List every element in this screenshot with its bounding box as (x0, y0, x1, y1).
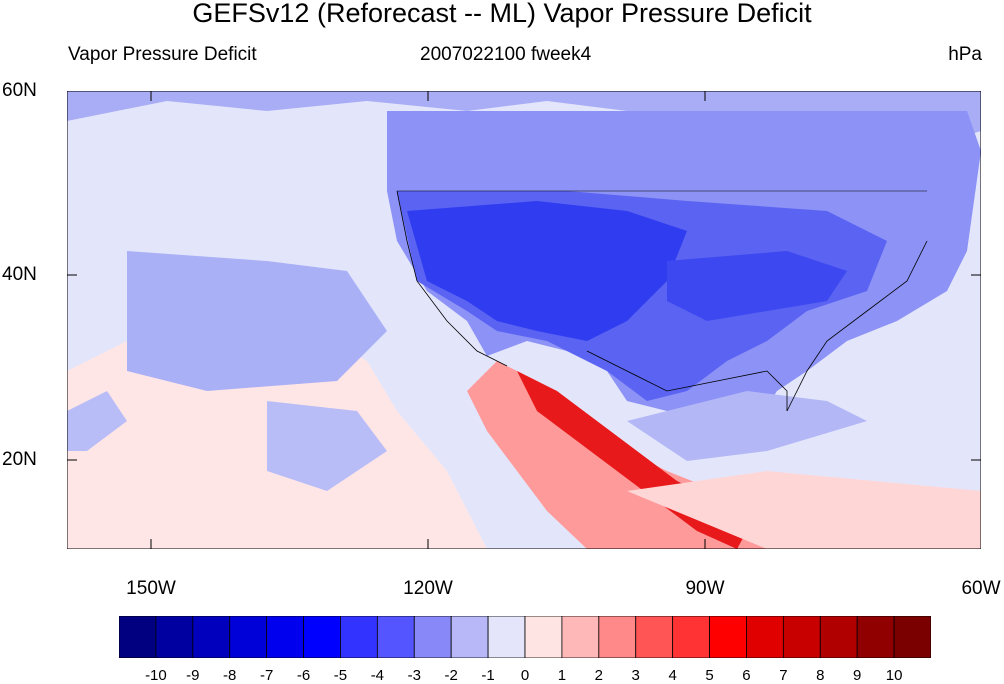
colorbar-box (746, 616, 784, 658)
lat-label-40n: 40N (2, 264, 37, 285)
colorbar-box (524, 616, 563, 658)
colorbar-label: 3 (631, 667, 640, 684)
colorbar-box (598, 616, 637, 658)
caribbean-warm (627, 471, 981, 549)
colorbar-label: -10 (145, 667, 167, 684)
colorbar-box (856, 616, 895, 658)
colorbar-label: 5 (705, 667, 714, 684)
map-ticks (67, 91, 981, 549)
colorbar-box (119, 616, 157, 658)
colorbar-box (192, 616, 231, 658)
gulf-coast-line (586, 350, 788, 411)
colorbar-box (413, 616, 452, 658)
colorbar-label: -9 (186, 667, 200, 684)
lon-label-90w: 90W (685, 578, 725, 599)
land-deep-blue-east (667, 251, 847, 321)
colorbar-label: 8 (816, 667, 825, 684)
colorbar-label: 4 (668, 667, 677, 684)
colorbar-label: 9 (853, 667, 862, 684)
colorbar-label: 7 (779, 667, 788, 684)
lon-label-60w: 60W (961, 578, 1001, 599)
chart-title: GEFSv12 (Reforecast -- ML) Vapor Pressur… (192, 0, 812, 28)
colorbar-box (782, 616, 821, 658)
lon-label-120w: 120W (403, 578, 453, 599)
colorbar-label: -8 (223, 667, 237, 684)
colorbar (119, 616, 931, 658)
pacific-blue-patch (127, 251, 387, 391)
colorbar-label: -2 (444, 667, 458, 684)
colorbar-box (709, 616, 747, 658)
west-coast-line (396, 190, 508, 367)
colorbar-box (340, 616, 378, 658)
colorbar-label: -1 (481, 667, 495, 684)
colorbar-box (229, 616, 268, 658)
colorbar-label: -5 (333, 667, 348, 684)
colorbar-box (561, 616, 600, 658)
colorbar-box (266, 616, 304, 658)
colorbar-box (672, 616, 710, 658)
colorbar-box (303, 616, 341, 658)
colorbar-label: 10 (885, 667, 903, 684)
lat-label-20n: 20N (2, 449, 37, 470)
colorbar-label: -6 (296, 667, 311, 684)
colorbar-box (450, 616, 489, 658)
colorbar-label: 2 (594, 667, 603, 684)
forecast-time-label: 2007022100 fweek4 (420, 44, 592, 65)
colorbar-box (635, 616, 674, 658)
pacific-blue-patch-2 (267, 401, 387, 491)
colorbar-box (376, 616, 415, 658)
colorbar-label: -4 (370, 667, 385, 684)
gulf-blue (627, 391, 867, 461)
colorbar-label: -7 (259, 667, 274, 684)
pacific-blue-patch-3 (67, 391, 127, 451)
colorbar-box (487, 616, 526, 658)
colorbar-box (893, 616, 931, 658)
colorbar-box (819, 616, 858, 658)
east-coast-line (786, 240, 928, 412)
vpd-map (67, 91, 981, 549)
colorbar-label: 1 (557, 667, 567, 684)
colorbar-label: -3 (407, 667, 421, 684)
lat-label-60n: 60N (2, 80, 37, 101)
colorbar-box (155, 616, 194, 658)
units-label: hPa (948, 44, 982, 65)
variable-label: Vapor Pressure Deficit (68, 44, 257, 65)
colorbar-label: 6 (742, 667, 751, 684)
colorbar-label: 0 (520, 667, 530, 684)
land-deep-blue-west (407, 201, 687, 341)
lon-label-150w: 150W (126, 578, 176, 599)
